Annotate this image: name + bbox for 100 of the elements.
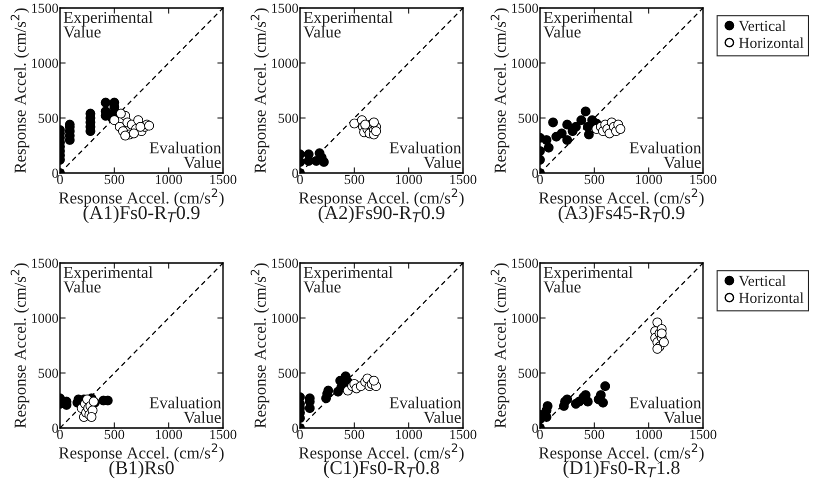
point [658,337,669,348]
point [86,412,96,422]
legend-label: Horizontal [738,37,804,48]
y-tick-label: 1500 [32,258,58,268]
text: (A3)Fs45-R$_{T}$0.9 [558,206,684,224]
annotation: Evaluation Value [390,396,462,424]
point [548,117,558,128]
x-tick-label: 500 [344,430,364,440]
annotation: Evaluation Value [150,396,222,424]
y-tick-label: 1500 [32,4,58,13]
point [580,106,591,116]
legend-label: Horizontal [738,292,804,304]
y-tick-label: 0 [292,424,298,433]
x-tick-label: 1000 [636,430,662,440]
y-tick-label: 1500 [272,258,298,268]
point [600,381,610,392]
annotation: Evaluation Value [630,396,702,424]
annotation: Experimental Value [303,266,393,293]
x-tick-label: 1000 [396,430,422,440]
point [304,149,314,160]
point [562,120,572,130]
text: (A1)Fs0-R$_{T}$0.9 [84,206,200,224]
x-tick-label: 1000 [156,430,182,440]
point [109,115,120,126]
x-tick-label: 500 [344,174,364,184]
y-tick-label: 1000 [272,314,298,323]
y-tick-label: 1500 [512,4,538,13]
y-tick-label: 1000 [32,58,58,68]
x-tick-label: 1000 [396,174,422,184]
text: (B1)Rs0 [109,460,174,478]
legend-label: Vertical [738,20,786,32]
point [128,128,139,138]
y-tick-label: 0 [52,168,58,178]
point [368,117,379,128]
y-tick-label: 500 [278,114,298,123]
point [570,122,581,132]
x-tick-label: 1500 [210,430,236,440]
annotation: Evaluation Value [390,142,462,168]
annotation: Evaluation Value [630,142,702,168]
x-tick-label: 1500 [690,430,716,440]
point [576,115,586,126]
annotation: Experimental Value [543,11,633,38]
point [349,118,360,128]
annotation: Experimental Value [63,11,153,38]
point [318,157,329,167]
point [652,344,662,354]
y-tick-label: 1000 [272,58,298,68]
annotation: Evaluation Value [150,142,222,168]
x-tick-label: 500 [104,174,124,184]
x-axis-title: Response Accel. (cm/s$^{2}$) [298,188,464,207]
point [135,122,146,132]
point [116,108,126,119]
point [360,120,370,130]
y-tick-label: 500 [278,368,298,378]
x-axis-title: Response Accel. (cm/s$^{2}$) [538,188,704,207]
x-tick-label: 1500 [690,174,716,184]
x-tick-label: 1500 [450,430,476,440]
y-tick-label: 500 [38,368,58,378]
y-axis-title: Response Accel. (cm/s$^{2}$) [490,263,510,428]
y-tick-label: 1000 [512,314,538,323]
point [584,130,594,140]
point [562,135,572,145]
x-tick-label: 1500 [450,174,476,184]
point [598,398,608,408]
point [542,135,552,145]
y-tick-label: 0 [292,168,298,178]
y-axis-title: Response Accel. (cm/s$^{2}$) [10,8,30,174]
point [542,401,553,411]
point [120,130,130,141]
y-tick-label: 500 [38,114,58,123]
annotation: Experimental Value [543,266,633,293]
y-tick-label: 500 [518,114,538,123]
y-tick-label: 0 [52,424,58,433]
y-tick-label: 1000 [512,58,538,68]
point [615,124,626,134]
text: (A2)Fs90-R$_{T}$0.9 [318,206,444,224]
point [144,120,154,131]
x-axis-title: Response Accel. (cm/s$^{2}$) [58,443,224,462]
y-tick-label: 1000 [32,314,58,323]
text: (C1)Fs0-R$_{T}$0.8 [324,460,439,478]
x-axis-title: Response Accel. (cm/s$^{2}$) [538,443,704,462]
legend-label: Vertical [738,275,786,286]
x-tick-label: 1000 [636,174,662,184]
x-tick-label: 500 [584,174,604,184]
x-tick-label: 500 [584,430,604,440]
y-tick-label: 0 [532,168,538,178]
point [656,328,667,338]
point [562,394,572,404]
x-axis-title: Response Accel. (cm/s$^{2}$) [298,443,464,462]
y-tick-label: 500 [518,368,538,378]
point [582,396,593,407]
point [556,128,567,138]
point [368,376,379,386]
point [544,142,554,153]
y-axis-title: Response Accel. (cm/s$^{2}$) [490,8,510,174]
text: (D1)Fs0-R$_{T}$1.8 [564,460,680,478]
x-tick-label: 1500 [210,174,236,184]
point [371,126,381,136]
x-tick-label: 1000 [156,174,182,184]
y-axis-title: Response Accel. (cm/s$^{2}$) [250,8,270,174]
